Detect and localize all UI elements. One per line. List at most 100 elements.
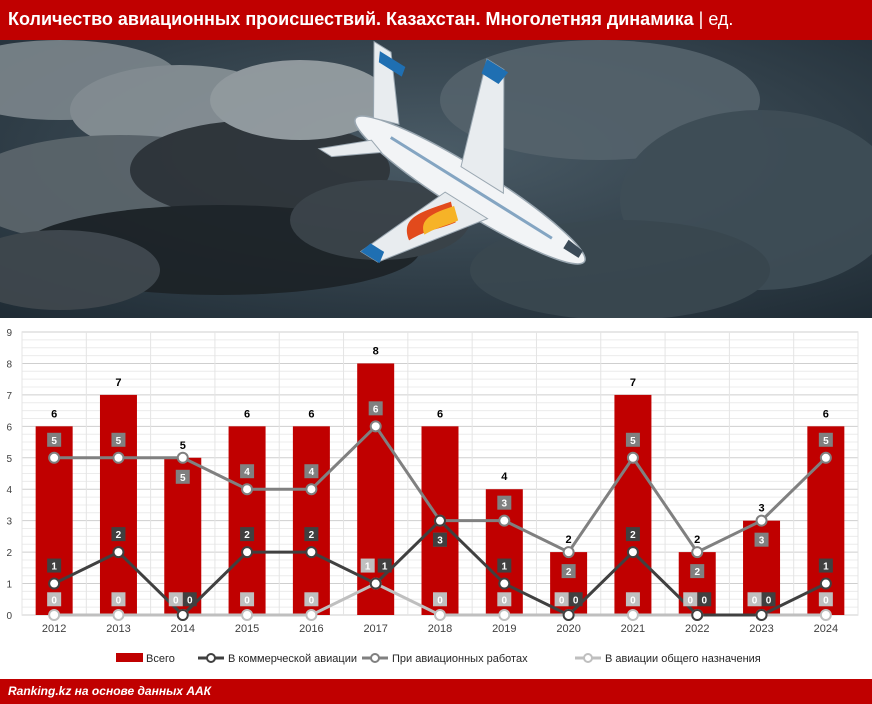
y-tick-label: 4 xyxy=(6,485,12,496)
y-tick-label: 9 xyxy=(6,328,12,339)
hero-illustration xyxy=(0,40,872,318)
airplane xyxy=(317,40,586,265)
works-value-label: 2 xyxy=(694,567,700,578)
general-value-label: 0 xyxy=(502,595,508,606)
general-value-label: 0 xyxy=(173,595,179,606)
legend-marker xyxy=(583,653,593,663)
general-value-box xyxy=(433,592,447,607)
commercial-value-box xyxy=(433,532,447,547)
header-bar: Количество авиационных происшествий. Каз… xyxy=(0,0,872,40)
point-commercial xyxy=(305,546,318,559)
point-general xyxy=(112,609,125,621)
bar-total xyxy=(292,426,330,615)
x-tick-label: 2014 xyxy=(171,623,195,635)
x-tick-label: 2024 xyxy=(814,623,838,635)
chart-area: 0 1 2 3 4 5 6 7 8 9 2012 2013 2014 2015 2016 2017 2018 20… xyxy=(0,318,872,678)
commercial-value-label: 1 xyxy=(823,562,829,573)
y-tick-label: 0 xyxy=(6,611,12,622)
works-value-label: 3 xyxy=(759,536,765,547)
works-value-label: 6 xyxy=(373,404,379,415)
works-value-box xyxy=(754,532,769,547)
burning-airplane-illustration xyxy=(0,40,872,318)
bar-value-label: 7 xyxy=(115,377,121,389)
general-value-label: 0 xyxy=(559,595,565,606)
point-commercial xyxy=(755,609,768,621)
y-tick-label: 1 xyxy=(6,580,12,591)
works-value-box xyxy=(47,432,62,447)
point-aviation-works xyxy=(305,483,318,496)
commercial-value-box xyxy=(240,527,255,542)
point-commercial xyxy=(819,577,832,590)
x-tick-label: 2015 xyxy=(235,623,259,635)
footer-bar: Ranking.kz на основе данных ААК xyxy=(0,679,872,704)
works-value-box xyxy=(240,464,255,479)
commercial-value-box xyxy=(47,558,62,573)
commercial-value-label: 0 xyxy=(701,595,707,606)
legend-swatch xyxy=(116,653,143,662)
general-value-box xyxy=(818,592,833,607)
commercial-value-label: 3 xyxy=(437,536,443,547)
works-value-label: 4 xyxy=(309,467,315,478)
works-value-label: 5 xyxy=(823,436,829,447)
point-commercial xyxy=(241,546,254,559)
works-value-label: 5 xyxy=(51,436,57,447)
general-value-label: 0 xyxy=(437,595,443,606)
works-value-box xyxy=(368,401,383,416)
point-aviation-works xyxy=(176,451,189,464)
smoke-clouds xyxy=(0,40,872,318)
commercial-value-box xyxy=(761,592,776,607)
legend-label: В коммерческой авиации xyxy=(228,653,357,665)
works-value-box xyxy=(175,469,190,484)
point-general xyxy=(305,609,318,621)
point-commercial xyxy=(691,609,704,621)
x-tick-label: 2018 xyxy=(428,623,452,635)
point-aviation-works xyxy=(691,546,704,559)
commercial-value-box xyxy=(111,527,126,542)
general-value-box xyxy=(168,592,183,607)
point-commercial xyxy=(434,514,446,527)
works-value-box xyxy=(561,564,576,579)
point-general xyxy=(819,609,832,621)
x-tick-label: 2022 xyxy=(685,623,709,635)
general-value-box xyxy=(360,558,375,573)
works-value-label: 3 xyxy=(502,499,508,510)
commercial-value-box xyxy=(304,527,319,542)
bar-value-label: 8 xyxy=(373,345,379,357)
commercial-value-label: 1 xyxy=(382,562,388,573)
bar-value-label: 2 xyxy=(566,534,572,546)
commercial-value-label: 0 xyxy=(187,595,193,606)
y-tick-label: 7 xyxy=(6,391,12,402)
point-aviation-works xyxy=(626,451,639,464)
y-tick-label: 5 xyxy=(6,454,12,465)
commercial-value-label: 0 xyxy=(766,595,772,606)
general-value-label: 0 xyxy=(687,595,693,606)
general-value-label: 0 xyxy=(244,595,250,606)
general-value-label: 0 xyxy=(630,595,636,606)
general-value-box xyxy=(554,592,569,607)
works-value-label: 4 xyxy=(244,467,250,478)
x-tick-label: 2019 xyxy=(492,623,516,635)
works-value-box xyxy=(818,432,833,447)
commercial-value-box xyxy=(818,558,833,573)
bar-value-label: 6 xyxy=(51,408,57,420)
point-commercial xyxy=(112,546,125,559)
works-value-box xyxy=(497,495,512,510)
general-value-box xyxy=(47,592,62,607)
works-value-box xyxy=(625,432,640,447)
commercial-value-label: 0 xyxy=(573,595,579,606)
commercial-value-label: 2 xyxy=(630,530,636,541)
works-value-label: 2 xyxy=(566,567,572,578)
y-tick-label: 6 xyxy=(6,422,12,433)
general-value-label: 1 xyxy=(365,562,371,573)
title-text: Количество авиационных происшествий. Каз… xyxy=(8,9,694,29)
x-tick-label: 2013 xyxy=(106,623,130,635)
general-value-label: 0 xyxy=(752,595,758,606)
legend-label: В авиации общего назначения xyxy=(605,653,761,665)
general-value-box xyxy=(497,592,512,607)
point-general xyxy=(48,609,61,621)
general-value-box xyxy=(683,592,698,607)
x-tick-label: 2021 xyxy=(621,623,645,635)
title-separator: | xyxy=(698,9,704,29)
commercial-value-box xyxy=(182,592,197,607)
bar-total xyxy=(99,394,137,615)
